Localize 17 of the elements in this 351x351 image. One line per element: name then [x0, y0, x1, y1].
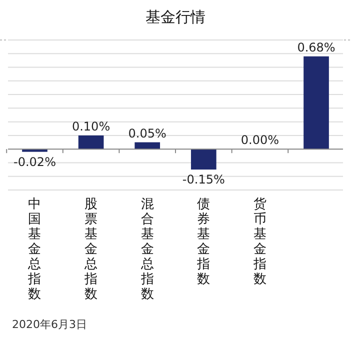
data-label: 0.00% [240, 133, 280, 148]
chart-title: 基金行情 [146, 8, 206, 26]
data-label: 0.68% [297, 40, 336, 54]
x-tick-label: 股票基金总指数 [84, 197, 98, 302]
x-tick-label: 债券基金指数 [196, 197, 210, 287]
data-label: 0.05% [128, 126, 166, 140]
text: 2020年6月3日 [12, 318, 87, 331]
x-tick-label: 中国基金总指数 [27, 197, 42, 302]
data-label: 0.10% [72, 119, 110, 134]
x-tick-label: 混合基金总指数 [140, 197, 154, 302]
data-label: -0.02% [14, 154, 56, 169]
bar [190, 149, 216, 170]
bar [22, 149, 48, 152]
bar [304, 56, 329, 150]
bar [78, 135, 104, 150]
data-label: -0.15% [182, 172, 225, 187]
x-tick-label: 货币基金指数 [252, 197, 266, 287]
